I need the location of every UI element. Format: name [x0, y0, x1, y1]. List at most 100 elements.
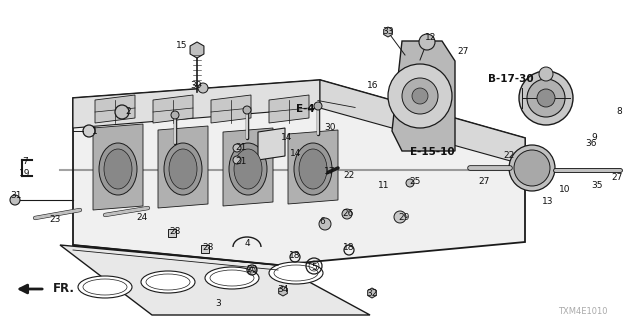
Text: 27: 27 — [478, 177, 490, 186]
Circle shape — [314, 102, 322, 110]
Text: 22: 22 — [344, 172, 355, 180]
Circle shape — [527, 79, 565, 117]
Text: 17: 17 — [324, 167, 336, 177]
Circle shape — [233, 156, 241, 164]
Circle shape — [412, 88, 428, 104]
Circle shape — [514, 150, 550, 186]
Ellipse shape — [104, 149, 132, 189]
Polygon shape — [288, 130, 338, 204]
Text: 7: 7 — [22, 157, 28, 166]
Circle shape — [406, 179, 414, 187]
Text: 6: 6 — [319, 217, 325, 226]
Circle shape — [243, 106, 251, 114]
Text: 9: 9 — [591, 132, 597, 141]
Text: 5: 5 — [311, 262, 317, 271]
Polygon shape — [190, 42, 204, 58]
Text: 16: 16 — [367, 81, 379, 90]
Ellipse shape — [205, 267, 259, 289]
Text: 27: 27 — [458, 47, 468, 57]
Text: B-17-30: B-17-30 — [488, 74, 534, 84]
Polygon shape — [60, 245, 370, 315]
Text: 23: 23 — [49, 214, 61, 223]
Text: 28: 28 — [202, 244, 214, 252]
Polygon shape — [73, 80, 320, 128]
Polygon shape — [383, 27, 392, 37]
Circle shape — [233, 144, 241, 152]
Circle shape — [115, 105, 129, 119]
Text: 3: 3 — [215, 299, 221, 308]
Text: 13: 13 — [542, 196, 554, 205]
Circle shape — [198, 83, 208, 93]
Polygon shape — [201, 245, 209, 253]
Polygon shape — [168, 229, 176, 237]
Text: 1: 1 — [92, 126, 98, 135]
Ellipse shape — [169, 149, 197, 189]
Polygon shape — [153, 95, 193, 123]
Text: 25: 25 — [410, 177, 420, 186]
Ellipse shape — [164, 143, 202, 195]
Text: 30: 30 — [324, 123, 336, 132]
Text: 11: 11 — [378, 180, 390, 189]
Text: 32: 32 — [366, 289, 378, 298]
Circle shape — [419, 34, 435, 50]
Circle shape — [342, 209, 352, 219]
Polygon shape — [367, 288, 376, 298]
Ellipse shape — [269, 262, 323, 284]
Polygon shape — [93, 124, 143, 210]
Text: 24: 24 — [136, 213, 148, 222]
Text: 12: 12 — [426, 34, 436, 43]
Text: 19: 19 — [19, 169, 31, 178]
Text: 15: 15 — [176, 42, 188, 51]
Text: 29: 29 — [398, 213, 410, 222]
Ellipse shape — [78, 276, 132, 298]
Text: 4: 4 — [244, 239, 250, 249]
Text: 20: 20 — [246, 266, 258, 275]
Circle shape — [388, 64, 452, 128]
Text: 28: 28 — [170, 227, 180, 236]
Circle shape — [394, 211, 406, 223]
Polygon shape — [392, 41, 455, 151]
Ellipse shape — [294, 143, 332, 195]
Circle shape — [171, 111, 179, 119]
Ellipse shape — [299, 149, 327, 189]
Text: 21: 21 — [236, 156, 246, 165]
Circle shape — [10, 195, 20, 205]
Text: 2: 2 — [125, 108, 131, 116]
Text: 31: 31 — [10, 190, 22, 199]
Text: 10: 10 — [559, 186, 571, 195]
Text: 33: 33 — [382, 28, 394, 36]
Text: 34: 34 — [277, 285, 289, 294]
Text: 21: 21 — [236, 143, 246, 153]
Polygon shape — [73, 80, 525, 265]
Polygon shape — [223, 128, 273, 206]
Text: 8: 8 — [616, 108, 622, 116]
Text: 14: 14 — [282, 133, 292, 142]
Polygon shape — [278, 286, 287, 296]
Polygon shape — [269, 95, 309, 123]
Polygon shape — [258, 128, 285, 160]
Text: E-4: E-4 — [296, 104, 314, 114]
Text: TXM4E1010: TXM4E1010 — [558, 307, 608, 316]
Text: 27: 27 — [611, 172, 623, 181]
Text: 14: 14 — [291, 148, 301, 157]
Polygon shape — [211, 95, 251, 123]
Ellipse shape — [229, 143, 267, 195]
Text: 36: 36 — [585, 139, 596, 148]
Circle shape — [537, 89, 555, 107]
Polygon shape — [320, 80, 525, 165]
Circle shape — [83, 125, 95, 137]
Circle shape — [539, 67, 553, 81]
Text: E-15-10: E-15-10 — [410, 147, 454, 157]
Polygon shape — [95, 95, 135, 123]
Text: 26: 26 — [342, 209, 354, 218]
Text: FR.: FR. — [53, 283, 75, 295]
Text: 35: 35 — [591, 180, 603, 189]
Ellipse shape — [234, 149, 262, 189]
Circle shape — [509, 145, 555, 191]
Ellipse shape — [99, 143, 137, 195]
Ellipse shape — [141, 271, 195, 293]
Text: 30: 30 — [190, 81, 202, 90]
Text: 18: 18 — [343, 244, 355, 252]
Text: 22: 22 — [504, 150, 515, 159]
Polygon shape — [158, 126, 208, 208]
